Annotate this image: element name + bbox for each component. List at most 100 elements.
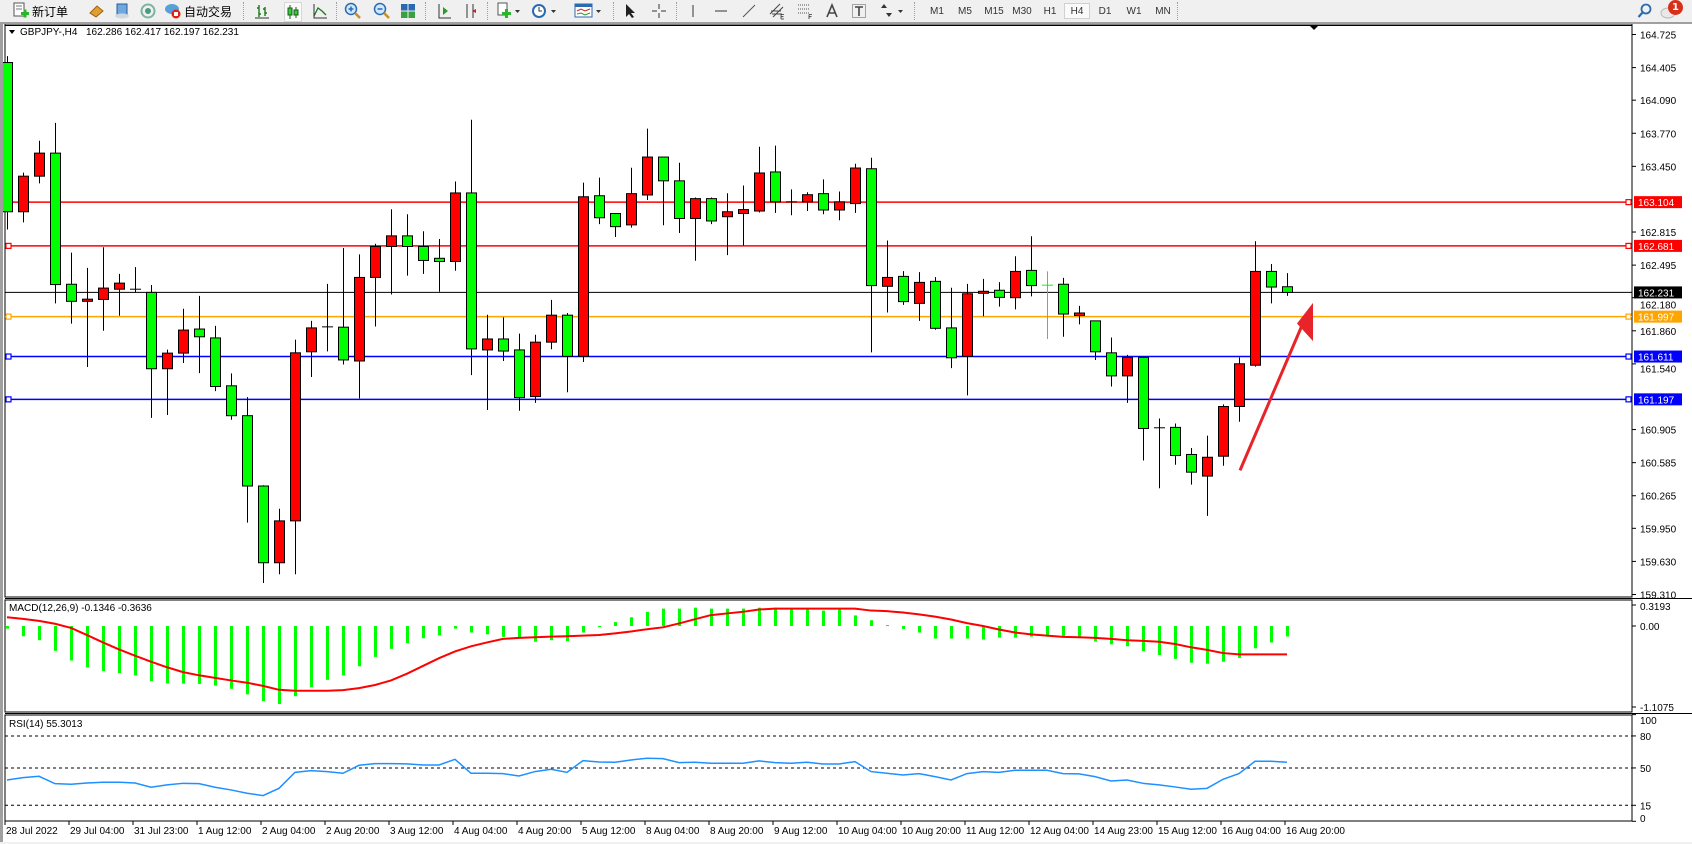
candle[interactable] (18, 172, 29, 223)
level-handle[interactable] (5, 353, 12, 360)
level-handle[interactable] (1625, 396, 1632, 403)
candle[interactable] (242, 397, 253, 523)
candle[interactable] (1042, 271, 1053, 339)
level-handle[interactable] (1625, 242, 1632, 249)
candle[interactable] (1202, 435, 1213, 516)
candle[interactable] (1122, 354, 1133, 403)
arrows-tool[interactable] (878, 2, 906, 20)
trendline-tool[interactable] (741, 2, 757, 20)
candle[interactable] (1138, 356, 1149, 461)
candle[interactable] (354, 254, 365, 399)
candle[interactable] (1026, 236, 1037, 297)
candle[interactable] (738, 185, 749, 246)
text-label-tool[interactable] (851, 2, 867, 20)
candle[interactable] (290, 339, 301, 575)
candle[interactable] (706, 197, 717, 225)
timeframe-h4[interactable]: H4 (1064, 3, 1090, 19)
candle[interactable] (386, 209, 397, 295)
indicators-button[interactable] (496, 2, 522, 20)
candle[interactable] (722, 193, 733, 256)
timeframe-h1[interactable]: H1 (1043, 5, 1057, 17)
candle[interactable] (66, 252, 77, 324)
candle[interactable] (114, 273, 125, 316)
candle[interactable] (818, 179, 829, 215)
candle[interactable] (754, 146, 765, 213)
candle[interactable] (498, 317, 509, 361)
candle[interactable] (1250, 241, 1261, 367)
candle[interactable] (82, 267, 93, 367)
candle[interactable] (802, 192, 813, 212)
candle[interactable] (434, 239, 445, 292)
candle[interactable] (130, 267, 141, 293)
candle[interactable] (866, 157, 877, 353)
level-handle[interactable] (5, 313, 12, 320)
candle[interactable] (850, 163, 861, 213)
chart-window[interactable]: 164.725 164.405 164.090 163.770 163.450 162.8… (0, 24, 1692, 842)
candle[interactable] (1090, 320, 1101, 360)
candle[interactable] (274, 508, 285, 575)
candle[interactable] (1058, 277, 1069, 337)
candle[interactable] (1234, 357, 1245, 422)
candle[interactable] (322, 283, 333, 352)
candle[interactable] (1154, 418, 1165, 489)
candle[interactable] (546, 299, 557, 350)
search-button[interactable] (1637, 2, 1653, 20)
zoom-in-button[interactable] (344, 2, 362, 20)
chart-shift-marker-icon[interactable] (1309, 25, 1319, 30)
chart-shift-button[interactable] (463, 2, 479, 20)
timeframe-m5[interactable]: M5 (958, 5, 972, 17)
candle[interactable] (1186, 448, 1197, 485)
candle[interactable] (674, 162, 685, 234)
candle[interactable] (1106, 337, 1117, 387)
timeframe-m1[interactable]: M1 (930, 5, 944, 17)
candle[interactable] (834, 191, 845, 221)
candle[interactable] (1170, 423, 1181, 465)
candle[interactable] (978, 278, 989, 317)
equidistant-channel-tool[interactable] (768, 2, 786, 20)
candle[interactable] (450, 181, 461, 271)
timeframe-m30[interactable]: M30 (1012, 5, 1032, 17)
candle[interactable] (562, 313, 573, 393)
level-handle[interactable] (5, 396, 12, 403)
price-chart[interactable]: 164.725 164.405 164.090 163.770 163.450 162.8… (3, 24, 1692, 842)
candle[interactable] (98, 247, 109, 331)
candle[interactable] (3, 56, 13, 230)
horizontal-line-tool[interactable] (713, 2, 729, 20)
timeframe-d1[interactable]: D1 (1098, 5, 1112, 17)
candle[interactable] (930, 277, 941, 330)
candle[interactable] (530, 334, 541, 403)
collapse-triangle-icon[interactable] (9, 30, 15, 34)
candle[interactable] (162, 349, 173, 415)
candle[interactable] (1282, 273, 1293, 296)
level-handle[interactable] (1625, 313, 1632, 320)
candle[interactable] (770, 145, 781, 213)
candlestick-chart-button[interactable] (284, 2, 302, 22)
timeframe-mn[interactable]: MN (1155, 5, 1171, 17)
level-handle[interactable] (5, 242, 12, 249)
auto-scroll-button[interactable] (436, 2, 452, 20)
cursor-tool[interactable] (622, 2, 638, 20)
candle[interactable] (594, 177, 605, 225)
candle[interactable] (1010, 256, 1021, 310)
annotation-arrow-shaft[interactable] (1238, 317, 1307, 471)
candle[interactable] (658, 156, 669, 226)
candle[interactable] (626, 167, 637, 228)
candle[interactable] (466, 119, 477, 376)
crosshair-tool[interactable] (651, 2, 667, 20)
candle[interactable] (338, 247, 349, 365)
macd-panel[interactable] (4, 599, 1633, 713)
candle[interactable] (690, 197, 701, 261)
candle[interactable] (1074, 305, 1085, 325)
candle[interactable] (258, 485, 269, 584)
candle[interactable] (194, 295, 205, 374)
new-order-button[interactable]: 新订单 (12, 2, 68, 20)
timeframe-w1[interactable]: W1 (1126, 5, 1142, 17)
candle[interactable] (962, 283, 973, 396)
candle[interactable] (642, 128, 653, 200)
candle[interactable] (786, 189, 797, 216)
candle[interactable] (882, 240, 893, 313)
tile-windows-button[interactable] (400, 2, 416, 20)
main-panel[interactable] (4, 24, 1633, 598)
candle[interactable] (898, 271, 909, 305)
candle[interactable] (1218, 404, 1229, 466)
